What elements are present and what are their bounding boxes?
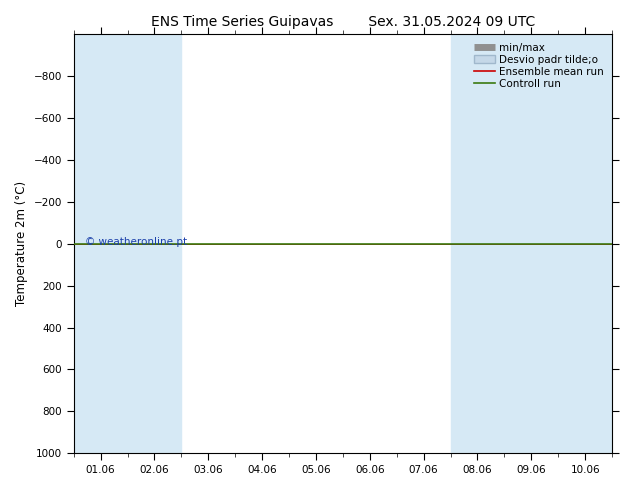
Bar [505, 34, 558, 453]
Title: ENS Time Series Guipavas        Sex. 31.05.2024 09 UTC: ENS Time Series Guipavas Sex. 31.05.2024… [151, 15, 535, 29]
Bar [558, 34, 612, 453]
Legend: min/max, Desvio padr tilde;o, Ensemble mean run, Controll run: min/max, Desvio padr tilde;o, Ensemble m… [471, 40, 607, 92]
Bar [451, 34, 505, 453]
Text: © weatheronline.pt: © weatheronline.pt [84, 237, 186, 246]
Y-axis label: Temperature 2m (°C): Temperature 2m (°C) [15, 181, 28, 306]
Bar [127, 34, 181, 453]
Bar [74, 34, 127, 453]
